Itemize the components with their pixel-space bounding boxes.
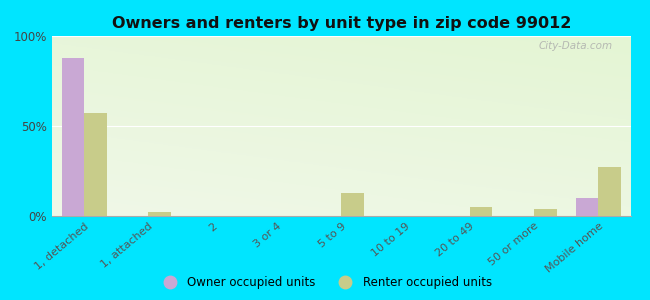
- Bar: [62, 58, 84, 216]
- Bar: [470, 207, 492, 216]
- Bar: [341, 193, 364, 216]
- Bar: [534, 209, 556, 216]
- Title: Owners and renters by unit type in zip code 99012: Owners and renters by unit type in zip c…: [112, 16, 571, 31]
- Bar: [576, 198, 599, 216]
- Text: City-Data.com: City-Data.com: [539, 41, 613, 51]
- Bar: [148, 212, 171, 216]
- Bar: [599, 167, 621, 216]
- Bar: [84, 113, 107, 216]
- Legend: Owner occupied units, Renter occupied units: Owner occupied units, Renter occupied un…: [153, 272, 497, 294]
